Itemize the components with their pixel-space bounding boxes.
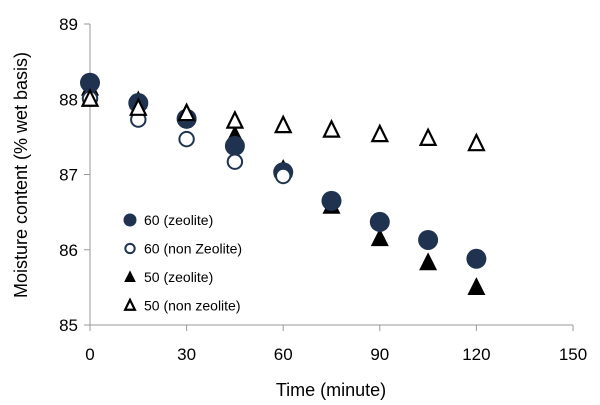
legend-marker [123,213,137,227]
x-tick-label: 150 [559,345,587,364]
legend-label: 50 (zeolite) [144,269,213,285]
filled-circle-point [80,72,100,93]
open-circle-point [275,167,292,185]
series-open-circle [81,90,292,185]
plot-area [80,72,487,296]
open-triangle-point [322,118,341,138]
legend: 60 (zeolite) 60 (non Zeolite) 50 (zeolite)… [123,212,242,314]
open-triangle-point [80,88,100,107]
x-tick-label: 30 [177,345,196,364]
y-tick-label: 86 [59,241,78,260]
filled-circle-point [369,211,390,232]
open-triangle-point [467,132,486,152]
y-tick-label: 87 [59,166,78,185]
y-axis-title: Moisture content (% wet basis) [11,52,31,298]
x-tick-label: 90 [370,345,389,364]
legend-marker [124,270,136,282]
open-triangle-point [225,109,245,129]
filled-circle-point [466,248,487,269]
filled-circle-point [321,190,342,211]
legend-label: 60 (non Zeolite) [144,241,242,257]
x-axis-ticks: 0 30 60 90 120 150 [85,325,587,364]
open-triangle-point [129,97,148,116]
open-triangle-point [418,127,438,147]
y-tick-label: 88 [59,90,78,109]
x-tick-label: 60 [274,345,293,364]
legend-label: 60 (zeolite) [144,212,213,228]
y-axis-ticks: 85 86 87 88 89 [59,15,90,335]
filled-triangle-point [419,252,438,271]
open-triangle-point [177,102,196,122]
legend-marker [124,242,136,255]
open-circle-point [226,153,244,170]
filled-circle-point [418,229,439,250]
x-axis-title: Time (minute) [276,380,386,400]
legend-marker [123,297,137,311]
series-open-triangle [80,88,486,152]
y-tick-label: 85 [59,316,78,335]
y-tick-label: 89 [59,15,78,34]
open-circle-point [178,130,195,148]
x-tick-label: 0 [85,345,94,364]
filled-triangle-point [467,277,486,296]
filled-circle-point [224,135,245,156]
legend-label: 50 (non zeolite) [144,298,241,314]
x-tick-label: 120 [462,345,490,364]
open-triangle-point [273,114,293,134]
open-triangle-point [370,123,390,143]
filled-triangle-point [370,228,389,247]
